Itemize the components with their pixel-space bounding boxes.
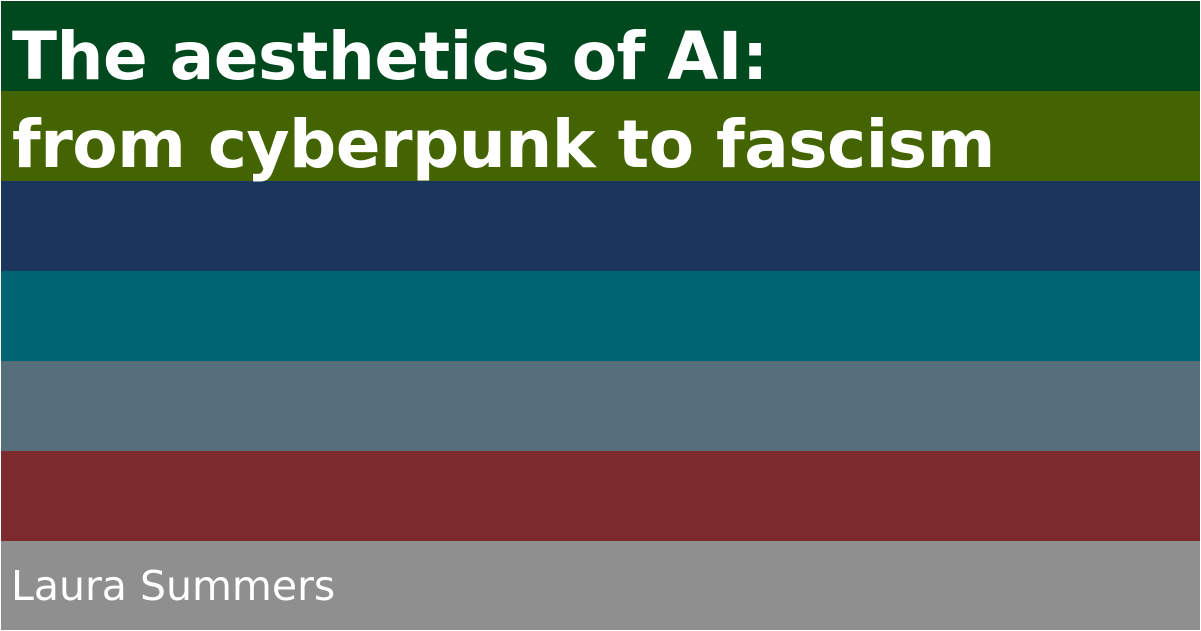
- stripe-slate: [1, 361, 1200, 451]
- stripe-olive-green: [1, 91, 1200, 181]
- stripe-dark-green: [1, 1, 1200, 91]
- stripe-maroon: [1, 451, 1200, 541]
- title-line-1: The aesthetics of AI:: [12, 18, 768, 95]
- page-title: The aesthetics of AI: from cyberpunk to …: [12, 13, 995, 189]
- stripe-navy: [1, 181, 1200, 271]
- stripe-gray: [1, 541, 1200, 630]
- title-line-2: from cyberpunk to fascism: [12, 106, 995, 183]
- stripe-teal: [1, 271, 1200, 361]
- author-name: Laura Summers: [11, 562, 336, 610]
